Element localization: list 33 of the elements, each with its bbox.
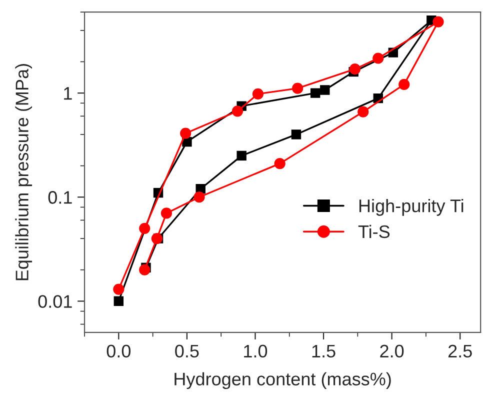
x-tick-label: 1.0	[244, 344, 268, 358]
point	[291, 130, 302, 140]
point	[349, 64, 360, 75]
point	[432, 16, 444, 28]
y-tick-label: 0.1	[48, 191, 72, 204]
point	[310, 88, 320, 98]
point	[114, 296, 124, 306]
point	[160, 208, 172, 219]
x-axis-title: Hydrogen content (mass%)	[174, 372, 391, 390]
x-tick-label: 0.0	[106, 344, 131, 358]
point	[274, 158, 286, 170]
point	[194, 192, 205, 203]
point	[113, 284, 124, 295]
point	[358, 106, 369, 118]
point	[292, 82, 304, 94]
legend-label: Ti-S	[358, 224, 390, 238]
point	[252, 88, 264, 100]
y-tick-label: 1	[64, 87, 72, 100]
point	[139, 222, 150, 234]
point	[232, 106, 244, 117]
legend-label: High-purity Ti	[359, 198, 464, 216]
x-tick-label: 2.5	[448, 344, 472, 358]
point	[398, 78, 410, 90]
x-tick-label: 1.5	[312, 344, 336, 358]
point	[139, 264, 150, 276]
y-axis-title: Equilibrium pressure (MPa)	[15, 64, 32, 280]
point	[180, 128, 192, 139]
x-tick-label: 0.5	[175, 344, 199, 358]
x-tick-label: 2.0	[380, 344, 404, 358]
point	[236, 150, 246, 161]
y-tick-label: 0.01	[38, 295, 72, 308]
point	[372, 52, 384, 64]
point	[320, 85, 330, 95]
